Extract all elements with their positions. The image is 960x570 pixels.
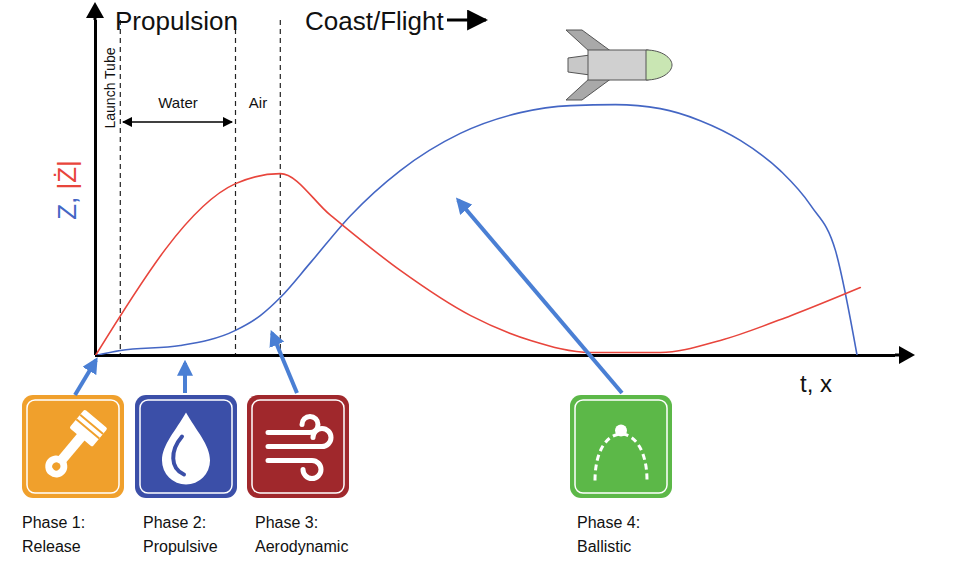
svg-text:Phase 4:: Phase 4: — [577, 514, 640, 531]
svg-text:Aerodynamic: Aerodynamic — [255, 538, 348, 555]
svg-text:Ballistic: Ballistic — [577, 538, 631, 555]
svg-text:Release: Release — [22, 538, 81, 555]
svg-text:Coast/Flight: Coast/Flight — [305, 6, 444, 36]
svg-text:Launch Tube: Launch Tube — [102, 47, 118, 128]
svg-text:t, x: t, x — [800, 370, 832, 397]
svg-text:Water: Water — [158, 94, 197, 111]
svg-text:Z, |Ż|: Z, |Ż| — [52, 160, 82, 220]
svg-text:Propulsion: Propulsion — [115, 6, 238, 36]
svg-text:Phase 2:: Phase 2: — [143, 514, 206, 531]
svg-text:Phase 3:: Phase 3: — [255, 514, 318, 531]
svg-text:Air: Air — [249, 94, 267, 111]
svg-text:Propulsive: Propulsive — [143, 538, 218, 555]
svg-text:Phase 1:: Phase 1: — [22, 514, 85, 531]
